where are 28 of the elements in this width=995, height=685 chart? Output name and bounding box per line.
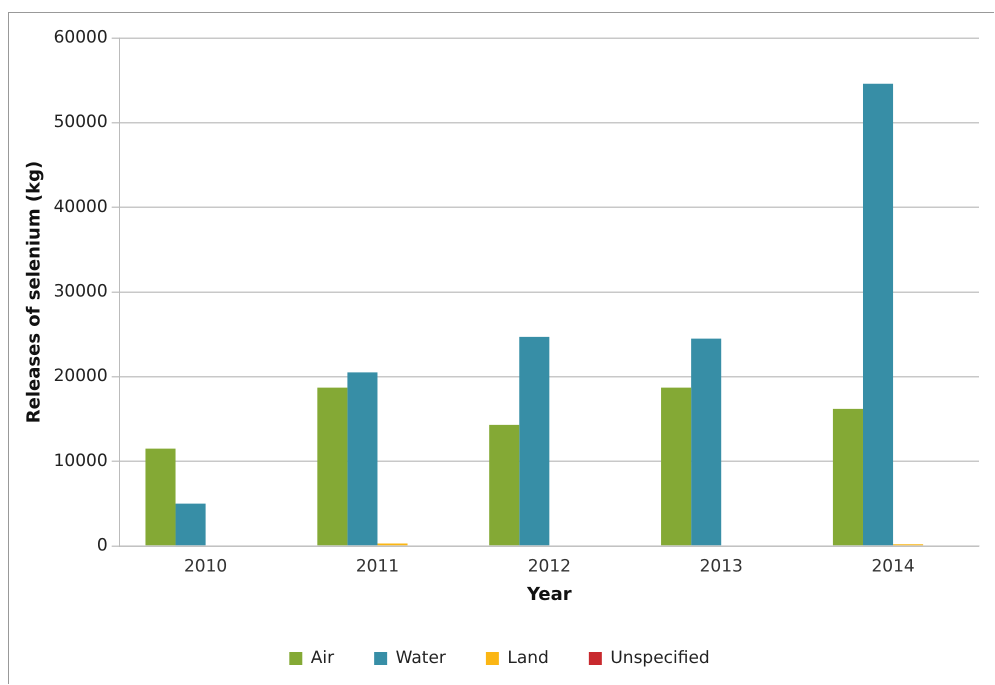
y-tick-label: 40000 [54,196,108,217]
x-tick-label: 2012 [528,556,571,577]
legend-label: Air [310,648,334,668]
y-tick-label: 20000 [54,366,108,386]
y-tick-label: 0 [96,535,108,556]
bar [176,504,206,546]
y-tick-label: 50000 [54,112,108,132]
bar [862,84,894,546]
y-tick-label: 10000 [54,450,108,471]
y-axis-title: Releases of selenium (kg) [23,160,44,424]
x-tick-label: 2014 [871,556,915,577]
bar [145,448,176,546]
y-tick-label: 60000 [54,27,108,48]
y-tick-label: 30000 [54,281,108,302]
legend-label: Water [396,648,446,668]
x-tick-label: 2013 [700,556,743,577]
bar [691,338,722,546]
bar [519,336,550,546]
bar [832,408,863,546]
x-tick-label: 2011 [356,556,400,577]
x-tick-label: 2010 [184,556,228,577]
legend-label: Land [507,648,549,668]
bar [661,388,692,546]
legend-label: Unspecified [610,648,710,668]
bar [489,424,520,546]
bar [347,372,378,546]
x-axis-title: Year [526,584,572,605]
bar [317,388,348,546]
